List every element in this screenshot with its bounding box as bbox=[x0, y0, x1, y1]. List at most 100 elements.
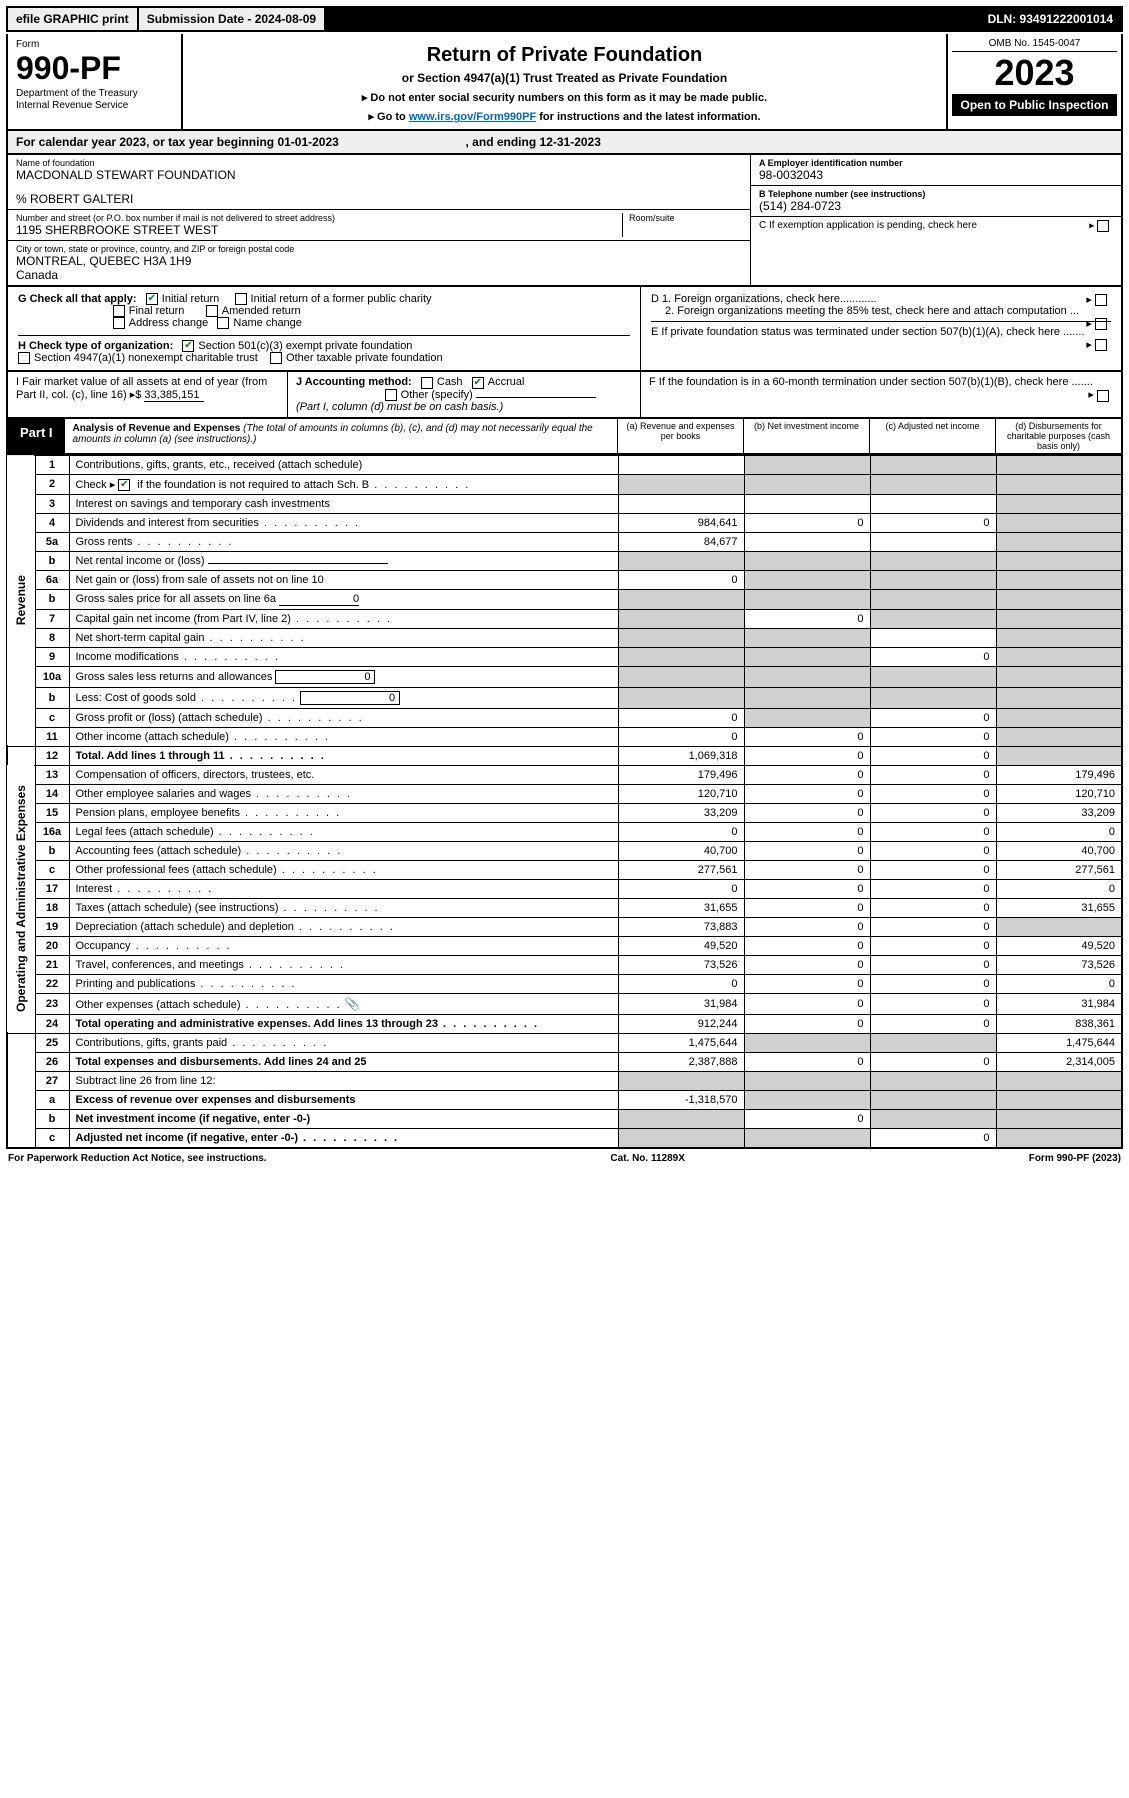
line-27a-a: -1,318,570 bbox=[618, 1090, 744, 1109]
part1-header: Part I Analysis of Revenue and Expenses … bbox=[6, 419, 1123, 455]
efile-label[interactable]: efile GRAPHIC print bbox=[8, 8, 137, 30]
line-20-d: 49,520 bbox=[996, 936, 1122, 955]
line-20-a: 49,520 bbox=[618, 936, 744, 955]
d1-checkbox[interactable] bbox=[1095, 294, 1107, 306]
line-9-desc: Income modifications bbox=[69, 647, 618, 666]
line-5b-num: b bbox=[35, 551, 69, 570]
col-a-header: (a) Revenue and expenses per books bbox=[617, 419, 743, 453]
line-24-d: 838,361 bbox=[996, 1014, 1122, 1033]
line-2-num: 2 bbox=[35, 474, 69, 494]
line-17-desc: Interest bbox=[69, 879, 618, 898]
form-word: Form bbox=[16, 39, 39, 50]
line-3-num: 3 bbox=[35, 494, 69, 513]
line-12-desc: Total. Add lines 1 through 11 bbox=[69, 746, 618, 765]
h-4947-checkbox[interactable] bbox=[18, 352, 30, 364]
exemption-pending-checkbox[interactable] bbox=[1097, 220, 1109, 232]
line-16a-d: 0 bbox=[996, 822, 1122, 841]
line-5a-desc: Gross rents bbox=[69, 532, 618, 551]
line-10a-num: 10a bbox=[35, 666, 69, 687]
line-15-d: 33,209 bbox=[996, 803, 1122, 822]
attachment-icon[interactable]: 📎 bbox=[345, 997, 360, 1011]
form-subtitle: or Section 4947(a)(1) Trust Treated as P… bbox=[189, 71, 940, 85]
initial-former-checkbox[interactable] bbox=[235, 293, 247, 305]
column-headers: (a) Revenue and expenses per books (b) N… bbox=[617, 419, 1121, 453]
goto-post: for instructions and the latest informat… bbox=[536, 111, 760, 123]
line-21-a: 73,526 bbox=[618, 955, 744, 974]
line-20-c: 0 bbox=[870, 936, 996, 955]
page-footer: For Paperwork Reduction Act Notice, see … bbox=[6, 1149, 1123, 1168]
line-10c-num: c bbox=[35, 708, 69, 727]
line-7-desc: Capital gain net income (from Part IV, l… bbox=[69, 609, 618, 628]
country: Canada bbox=[16, 268, 742, 282]
e-checkbox[interactable] bbox=[1095, 339, 1107, 351]
j-accrual-checkbox[interactable] bbox=[472, 377, 484, 389]
form990pf-link[interactable]: www.irs.gov/Form990PF bbox=[409, 111, 536, 123]
line-12-b: 0 bbox=[744, 746, 870, 765]
line-21-d: 73,526 bbox=[996, 955, 1122, 974]
line-16a-c: 0 bbox=[870, 822, 996, 841]
line-4-desc: Dividends and interest from securities bbox=[69, 513, 618, 532]
col-d-header: (d) Disbursements for charitable purpose… bbox=[995, 419, 1121, 453]
h-501c3-checkbox[interactable] bbox=[182, 340, 194, 352]
j-cash-checkbox[interactable] bbox=[421, 377, 433, 389]
dept-treasury: Department of the Treasury bbox=[16, 88, 138, 99]
i-value: 33,385,151 bbox=[144, 389, 204, 402]
f-checkbox[interactable] bbox=[1097, 390, 1109, 402]
initial-return-checkbox[interactable] bbox=[146, 293, 158, 305]
j-accrual-label: Accrual bbox=[488, 376, 525, 388]
schb-checkbox[interactable] bbox=[118, 479, 130, 491]
header-left: Form 990-PF Department of the Treasury I… bbox=[8, 34, 183, 129]
f-row: F If the foundation is in a 60-month ter… bbox=[649, 376, 1093, 388]
line-27c-num: c bbox=[35, 1128, 69, 1148]
room-suite-label: Room/suite bbox=[629, 213, 742, 223]
line-12-a: 1,069,318 bbox=[618, 746, 744, 765]
line-27b-b: 0 bbox=[744, 1109, 870, 1128]
line-16c-c: 0 bbox=[870, 860, 996, 879]
h-other-checkbox[interactable] bbox=[270, 352, 282, 364]
line-19-b: 0 bbox=[744, 917, 870, 936]
line-23-c: 0 bbox=[870, 993, 996, 1014]
line-21-num: 21 bbox=[35, 955, 69, 974]
line-13-b: 0 bbox=[744, 765, 870, 784]
form-title: Return of Private Foundation bbox=[189, 44, 940, 67]
line-18-num: 18 bbox=[35, 898, 69, 917]
line-6a-a: 0 bbox=[618, 570, 744, 589]
paperwork-notice: For Paperwork Reduction Act Notice, see … bbox=[8, 1153, 267, 1164]
line-14-d: 120,710 bbox=[996, 784, 1122, 803]
care-of: % ROBERT GALTERI bbox=[16, 192, 742, 206]
line-18-b: 0 bbox=[744, 898, 870, 917]
ijf-row: I Fair market value of all assets at end… bbox=[6, 372, 1123, 418]
line-7-b: 0 bbox=[744, 609, 870, 628]
line-23-b: 0 bbox=[744, 993, 870, 1014]
line-22-c: 0 bbox=[870, 974, 996, 993]
part1-tag: Part I bbox=[8, 419, 65, 453]
line-23-a: 31,984 bbox=[618, 993, 744, 1014]
line-20-b: 0 bbox=[744, 936, 870, 955]
line-13-num: 13 bbox=[35, 765, 69, 784]
line-20-desc: Occupancy bbox=[69, 936, 618, 955]
line-26-b: 0 bbox=[744, 1052, 870, 1071]
line-11-a: 0 bbox=[618, 727, 744, 746]
line-27b-num: b bbox=[35, 1109, 69, 1128]
j-other-checkbox[interactable] bbox=[385, 389, 397, 401]
line-13-a: 179,496 bbox=[618, 765, 744, 784]
line-5a-a: 84,677 bbox=[618, 532, 744, 551]
line-20-num: 20 bbox=[35, 936, 69, 955]
address-change-checkbox[interactable] bbox=[113, 317, 125, 329]
final-return-checkbox[interactable] bbox=[113, 305, 125, 317]
line-16c-a: 277,561 bbox=[618, 860, 744, 879]
phone-label: B Telephone number (see instructions) bbox=[759, 189, 1113, 199]
amended-return-checkbox[interactable] bbox=[206, 305, 218, 317]
exemption-pending-label: C If exemption application is pending, c… bbox=[759, 220, 977, 231]
name-change-checkbox[interactable] bbox=[217, 317, 229, 329]
line-10b-num: b bbox=[35, 687, 69, 708]
d2-checkbox[interactable] bbox=[1095, 318, 1107, 330]
line-24-num: 24 bbox=[35, 1014, 69, 1033]
line-22-num: 22 bbox=[35, 974, 69, 993]
initial-former-label: Initial return of a former public charit… bbox=[251, 293, 432, 305]
line-24-b: 0 bbox=[744, 1014, 870, 1033]
line-11-b: 0 bbox=[744, 727, 870, 746]
name-change-label: Name change bbox=[233, 317, 302, 329]
line-27-num: 27 bbox=[35, 1071, 69, 1090]
line-9-c: 0 bbox=[870, 647, 996, 666]
